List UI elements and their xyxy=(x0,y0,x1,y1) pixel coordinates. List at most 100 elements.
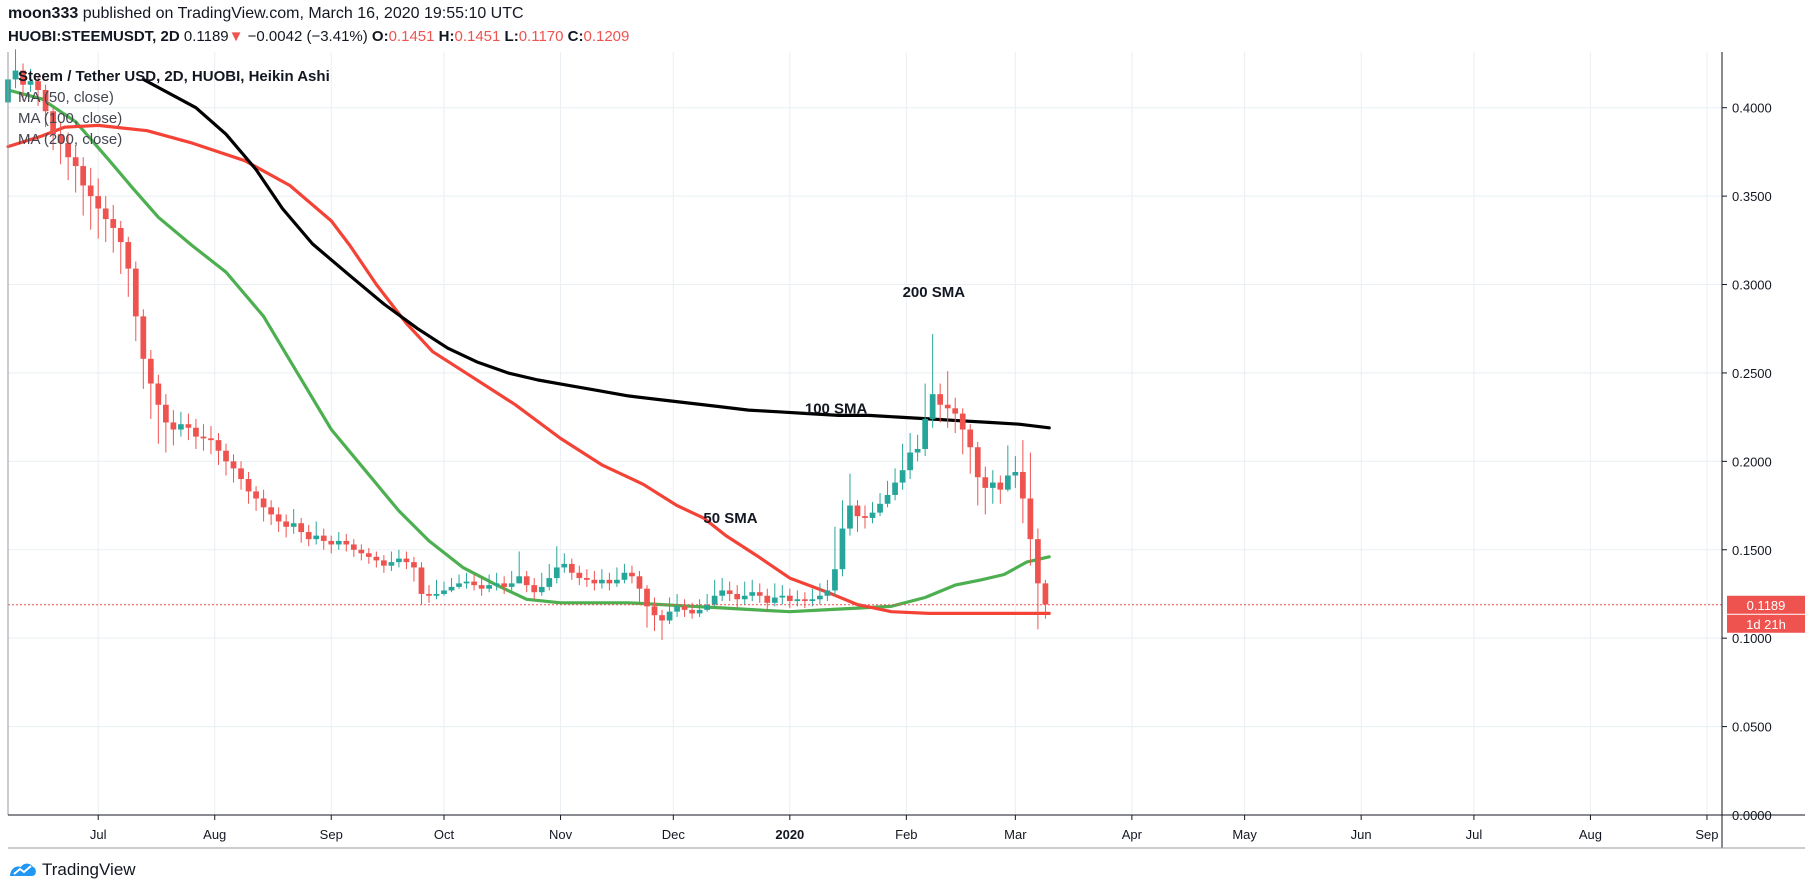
candle-body xyxy=(12,70,19,80)
candle-body xyxy=(117,227,124,243)
candle-body xyxy=(178,424,184,430)
candle-body xyxy=(538,586,545,593)
candle-body xyxy=(959,413,966,430)
close-label: C: xyxy=(567,28,584,45)
candle-body xyxy=(381,560,387,566)
price-tags: 0.1189 1d 21h xyxy=(1727,595,1805,633)
candle-body xyxy=(388,562,395,566)
candle-body xyxy=(350,544,357,550)
candle-body xyxy=(771,597,778,603)
candle-body xyxy=(644,588,650,607)
candle-body xyxy=(704,604,710,610)
candle-body xyxy=(779,595,786,598)
candle-body xyxy=(72,157,79,167)
legend-ma200[interactable]: MA (200, close) xyxy=(18,131,123,148)
candle-body xyxy=(899,470,906,483)
candle-body xyxy=(57,134,64,144)
candle-body xyxy=(418,567,425,594)
candle-body xyxy=(305,532,312,540)
countdown-tag-label: 1d 21h xyxy=(1746,617,1786,632)
x-tick-label: Oct xyxy=(434,827,455,842)
x-tick-label: Mar xyxy=(1004,827,1027,842)
candle-body xyxy=(561,563,568,568)
candle-body xyxy=(223,450,229,462)
x-tick-label: Apr xyxy=(1122,827,1143,842)
x-tick-label: Sep xyxy=(320,827,343,842)
candle-body xyxy=(1004,475,1011,490)
moving-averages xyxy=(6,77,1051,616)
x-tick-label: Feb xyxy=(895,827,917,842)
author-name[interactable]: moon333 xyxy=(8,5,79,22)
candle-body xyxy=(193,427,199,437)
candle-body xyxy=(817,595,823,600)
candle-body xyxy=(1020,471,1026,499)
candle-body xyxy=(396,558,402,563)
candle-body xyxy=(463,581,470,584)
candle-body xyxy=(531,585,538,593)
x-tick-label: 2020 xyxy=(775,827,804,842)
candle-body xyxy=(884,494,891,504)
candle-body xyxy=(493,583,500,586)
x-tick-label: Nov xyxy=(549,827,573,842)
candle-body xyxy=(854,505,861,517)
candle-body xyxy=(358,549,365,554)
candle-body xyxy=(125,242,132,269)
candle-body xyxy=(140,316,147,359)
candle-body xyxy=(253,491,259,499)
candle-body xyxy=(674,606,680,612)
legend-ma50[interactable]: MA (50, close) xyxy=(18,89,114,106)
candle-body xyxy=(208,438,214,441)
footer-brand[interactable]: TradingView xyxy=(8,860,136,880)
y-tick-label: 0.1000 xyxy=(1732,631,1772,646)
candle-body xyxy=(591,579,598,584)
candle-body xyxy=(696,609,703,614)
annotation-label: 100 SMA xyxy=(805,401,868,418)
x-tick-label: Aug xyxy=(1579,827,1602,842)
time-axis: Jul Aug Sep Oct Nov Dec 2020 Feb Mar Apr May Jun Jul… xyxy=(90,815,1719,842)
candles xyxy=(5,49,1049,640)
candle-body xyxy=(95,196,102,209)
candle-body xyxy=(877,503,883,513)
candle-body xyxy=(651,606,658,616)
candle-body xyxy=(523,576,530,586)
series-title: Steem / Tether USD, 2D, HUOBI, Heikin As… xyxy=(18,68,330,85)
tradingview-brand: TradingView xyxy=(42,860,136,879)
candle-body xyxy=(132,268,139,317)
candle-body xyxy=(802,599,808,602)
y-tick-label: 0.0000 xyxy=(1732,808,1772,823)
candle-body xyxy=(87,185,94,197)
candle-body xyxy=(200,436,207,439)
candle-body xyxy=(749,592,756,596)
y-tick-label: 0.2000 xyxy=(1732,454,1772,469)
candle-body xyxy=(373,556,380,561)
candle-body xyxy=(238,468,244,480)
candle-body xyxy=(35,81,41,91)
candle-body xyxy=(922,418,928,449)
candle-body xyxy=(403,558,410,563)
candle-body xyxy=(42,90,49,112)
candle-body xyxy=(741,595,748,600)
low-label: L: xyxy=(504,28,519,45)
candle-body xyxy=(659,615,665,621)
candle-body xyxy=(599,579,605,584)
candle-body xyxy=(809,599,816,602)
candle-body xyxy=(907,452,913,471)
candle-body xyxy=(343,540,350,545)
candle-body xyxy=(102,208,109,220)
legend-ma100[interactable]: MA (100, close) xyxy=(18,110,123,127)
chart-legend: Steem / Tether USD, 2D, HUOBI, Heikin As… xyxy=(18,66,330,150)
high-value: 0.1451 xyxy=(454,28,501,45)
candle-body xyxy=(1042,583,1049,605)
candle-body xyxy=(170,422,177,430)
candle-body xyxy=(869,512,876,518)
candle-body xyxy=(892,482,898,495)
candle-body xyxy=(365,553,372,557)
candle-body xyxy=(929,394,936,419)
candle-body xyxy=(20,70,26,85)
candle-body xyxy=(313,535,320,540)
down-arrow-icon: ▼ xyxy=(228,28,244,45)
candle-body xyxy=(952,408,959,414)
candle-body xyxy=(546,578,553,587)
close-value: 0.1209 xyxy=(583,28,630,45)
